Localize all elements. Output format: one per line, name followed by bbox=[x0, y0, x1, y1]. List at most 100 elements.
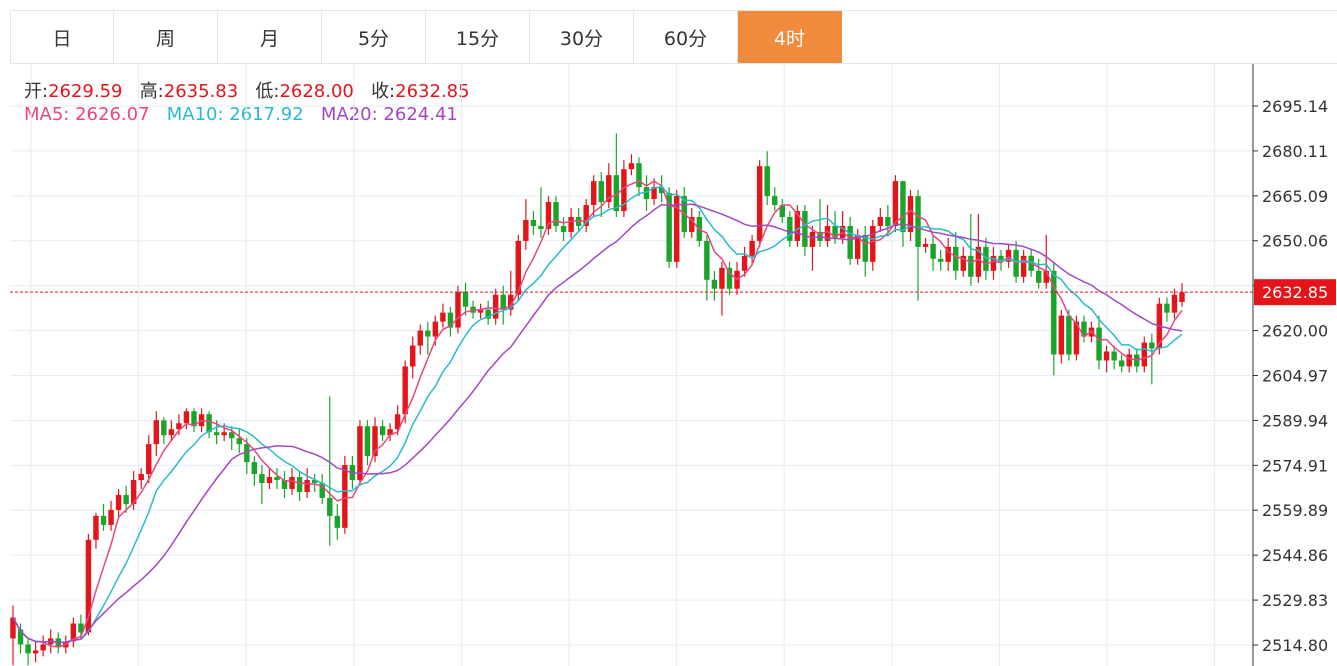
tab-5[interactable]: 30分 bbox=[530, 11, 634, 63]
tab-1[interactable]: 周 bbox=[114, 11, 218, 63]
candle-body bbox=[266, 477, 273, 484]
candle-body bbox=[85, 539, 92, 633]
y-tick-label: 2665.09 bbox=[1262, 187, 1328, 206]
ma-info: MA5: 2626.07 MA10: 2617.92 MA20: 2624.41 bbox=[24, 104, 458, 125]
y-tick-label: 2680.11 bbox=[1262, 142, 1328, 161]
tab-0[interactable]: 日 bbox=[10, 11, 114, 63]
candle-body bbox=[447, 312, 454, 328]
candle-body bbox=[1118, 360, 1125, 367]
y-tick-label: 2695.14 bbox=[1262, 97, 1328, 116]
candle-body bbox=[772, 196, 778, 206]
tab-3[interactable]: 5分 bbox=[322, 11, 426, 63]
candle-body bbox=[130, 480, 137, 504]
candle-body bbox=[123, 494, 129, 504]
candle-body bbox=[832, 225, 838, 238]
ma10-label: MA10: bbox=[166, 104, 224, 125]
candle-body bbox=[229, 432, 235, 439]
candle-body bbox=[191, 411, 197, 427]
tab-7[interactable]: 4时 bbox=[738, 11, 842, 63]
tab-4[interactable]: 15分 bbox=[426, 11, 530, 63]
candle-body bbox=[492, 294, 499, 319]
candle-body bbox=[636, 163, 642, 188]
tab-2[interactable]: 月 bbox=[218, 11, 322, 63]
candle-body bbox=[296, 477, 303, 492]
candle-body bbox=[1149, 342, 1155, 349]
candle-body bbox=[975, 246, 982, 277]
candle-body bbox=[394, 414, 401, 430]
candle-body bbox=[259, 474, 265, 484]
candle-body bbox=[108, 509, 114, 525]
low-value: 2628.00 bbox=[279, 81, 354, 102]
candle-body bbox=[877, 217, 884, 226]
candle-body bbox=[892, 181, 899, 226]
candle-body bbox=[372, 426, 378, 457]
candle-body bbox=[342, 465, 348, 528]
candle-body bbox=[311, 480, 318, 484]
candle-body bbox=[402, 366, 408, 415]
candle-body bbox=[176, 423, 182, 430]
ohlc-info: 开:2629.59 高:2635.83 低:2628.00 收:2632.85 bbox=[24, 77, 470, 103]
candle-body bbox=[115, 494, 122, 510]
candle-body bbox=[206, 414, 212, 433]
candle-body bbox=[462, 291, 469, 307]
candle-body bbox=[560, 225, 567, 232]
close-label: 收: bbox=[371, 81, 396, 102]
candle-body bbox=[1141, 342, 1148, 367]
open-label: 开: bbox=[24, 81, 49, 102]
candle-body bbox=[998, 255, 1004, 262]
candle-body bbox=[485, 309, 491, 319]
candle-body bbox=[1103, 351, 1110, 361]
candle-body bbox=[870, 225, 876, 262]
candle-body bbox=[598, 181, 604, 203]
candle-body bbox=[606, 175, 612, 203]
candle-body bbox=[907, 196, 914, 232]
candle-body bbox=[787, 217, 793, 241]
candle-body bbox=[553, 202, 559, 226]
candle-body bbox=[1051, 270, 1057, 355]
candle-body bbox=[915, 196, 921, 247]
candle-body bbox=[364, 426, 371, 457]
candle-body bbox=[334, 515, 341, 528]
candle-body bbox=[613, 175, 620, 212]
candle-body bbox=[455, 291, 461, 328]
candle-body bbox=[523, 219, 529, 241]
candle-body bbox=[968, 255, 974, 277]
candle-body bbox=[146, 444, 152, 475]
candle-body bbox=[575, 217, 582, 226]
candle-body bbox=[477, 309, 484, 313]
candle-body bbox=[621, 169, 627, 212]
candle-body bbox=[538, 225, 544, 229]
ma20-label: MA20: bbox=[320, 104, 378, 125]
candle-body bbox=[1066, 315, 1072, 355]
candle-body bbox=[711, 279, 718, 289]
open-value: 2629.59 bbox=[48, 81, 123, 102]
candle-body bbox=[953, 246, 959, 271]
candle-body bbox=[500, 294, 506, 310]
candle-body bbox=[281, 480, 288, 489]
candle-body bbox=[32, 650, 39, 654]
candle-body bbox=[1096, 327, 1102, 361]
candle-body bbox=[591, 181, 597, 206]
candle-body bbox=[651, 187, 657, 200]
candle-body bbox=[10, 617, 16, 639]
candle-body bbox=[756, 166, 763, 241]
candle-body bbox=[1035, 270, 1042, 283]
candle-body bbox=[1164, 303, 1170, 313]
candle-body bbox=[289, 477, 295, 489]
candle-body bbox=[327, 497, 333, 516]
candle-body bbox=[93, 515, 99, 540]
candle-body bbox=[628, 163, 635, 170]
candle-body bbox=[1043, 270, 1049, 283]
candle-body bbox=[1081, 321, 1087, 337]
tab-6[interactable]: 60分 bbox=[634, 11, 738, 63]
y-tick-label: 2514.80 bbox=[1262, 636, 1328, 655]
period-tabs: 日周月 5分 15分 30分 60分 4时 bbox=[10, 10, 1337, 64]
candle-body bbox=[658, 187, 665, 194]
candle-body bbox=[1058, 315, 1065, 355]
low-label: 低: bbox=[255, 81, 280, 102]
y-tick-label: 2529.83 bbox=[1262, 591, 1328, 610]
candle-body bbox=[1073, 321, 1080, 355]
candle-body bbox=[183, 411, 190, 424]
ma5-value: 2626.07 bbox=[75, 104, 150, 125]
